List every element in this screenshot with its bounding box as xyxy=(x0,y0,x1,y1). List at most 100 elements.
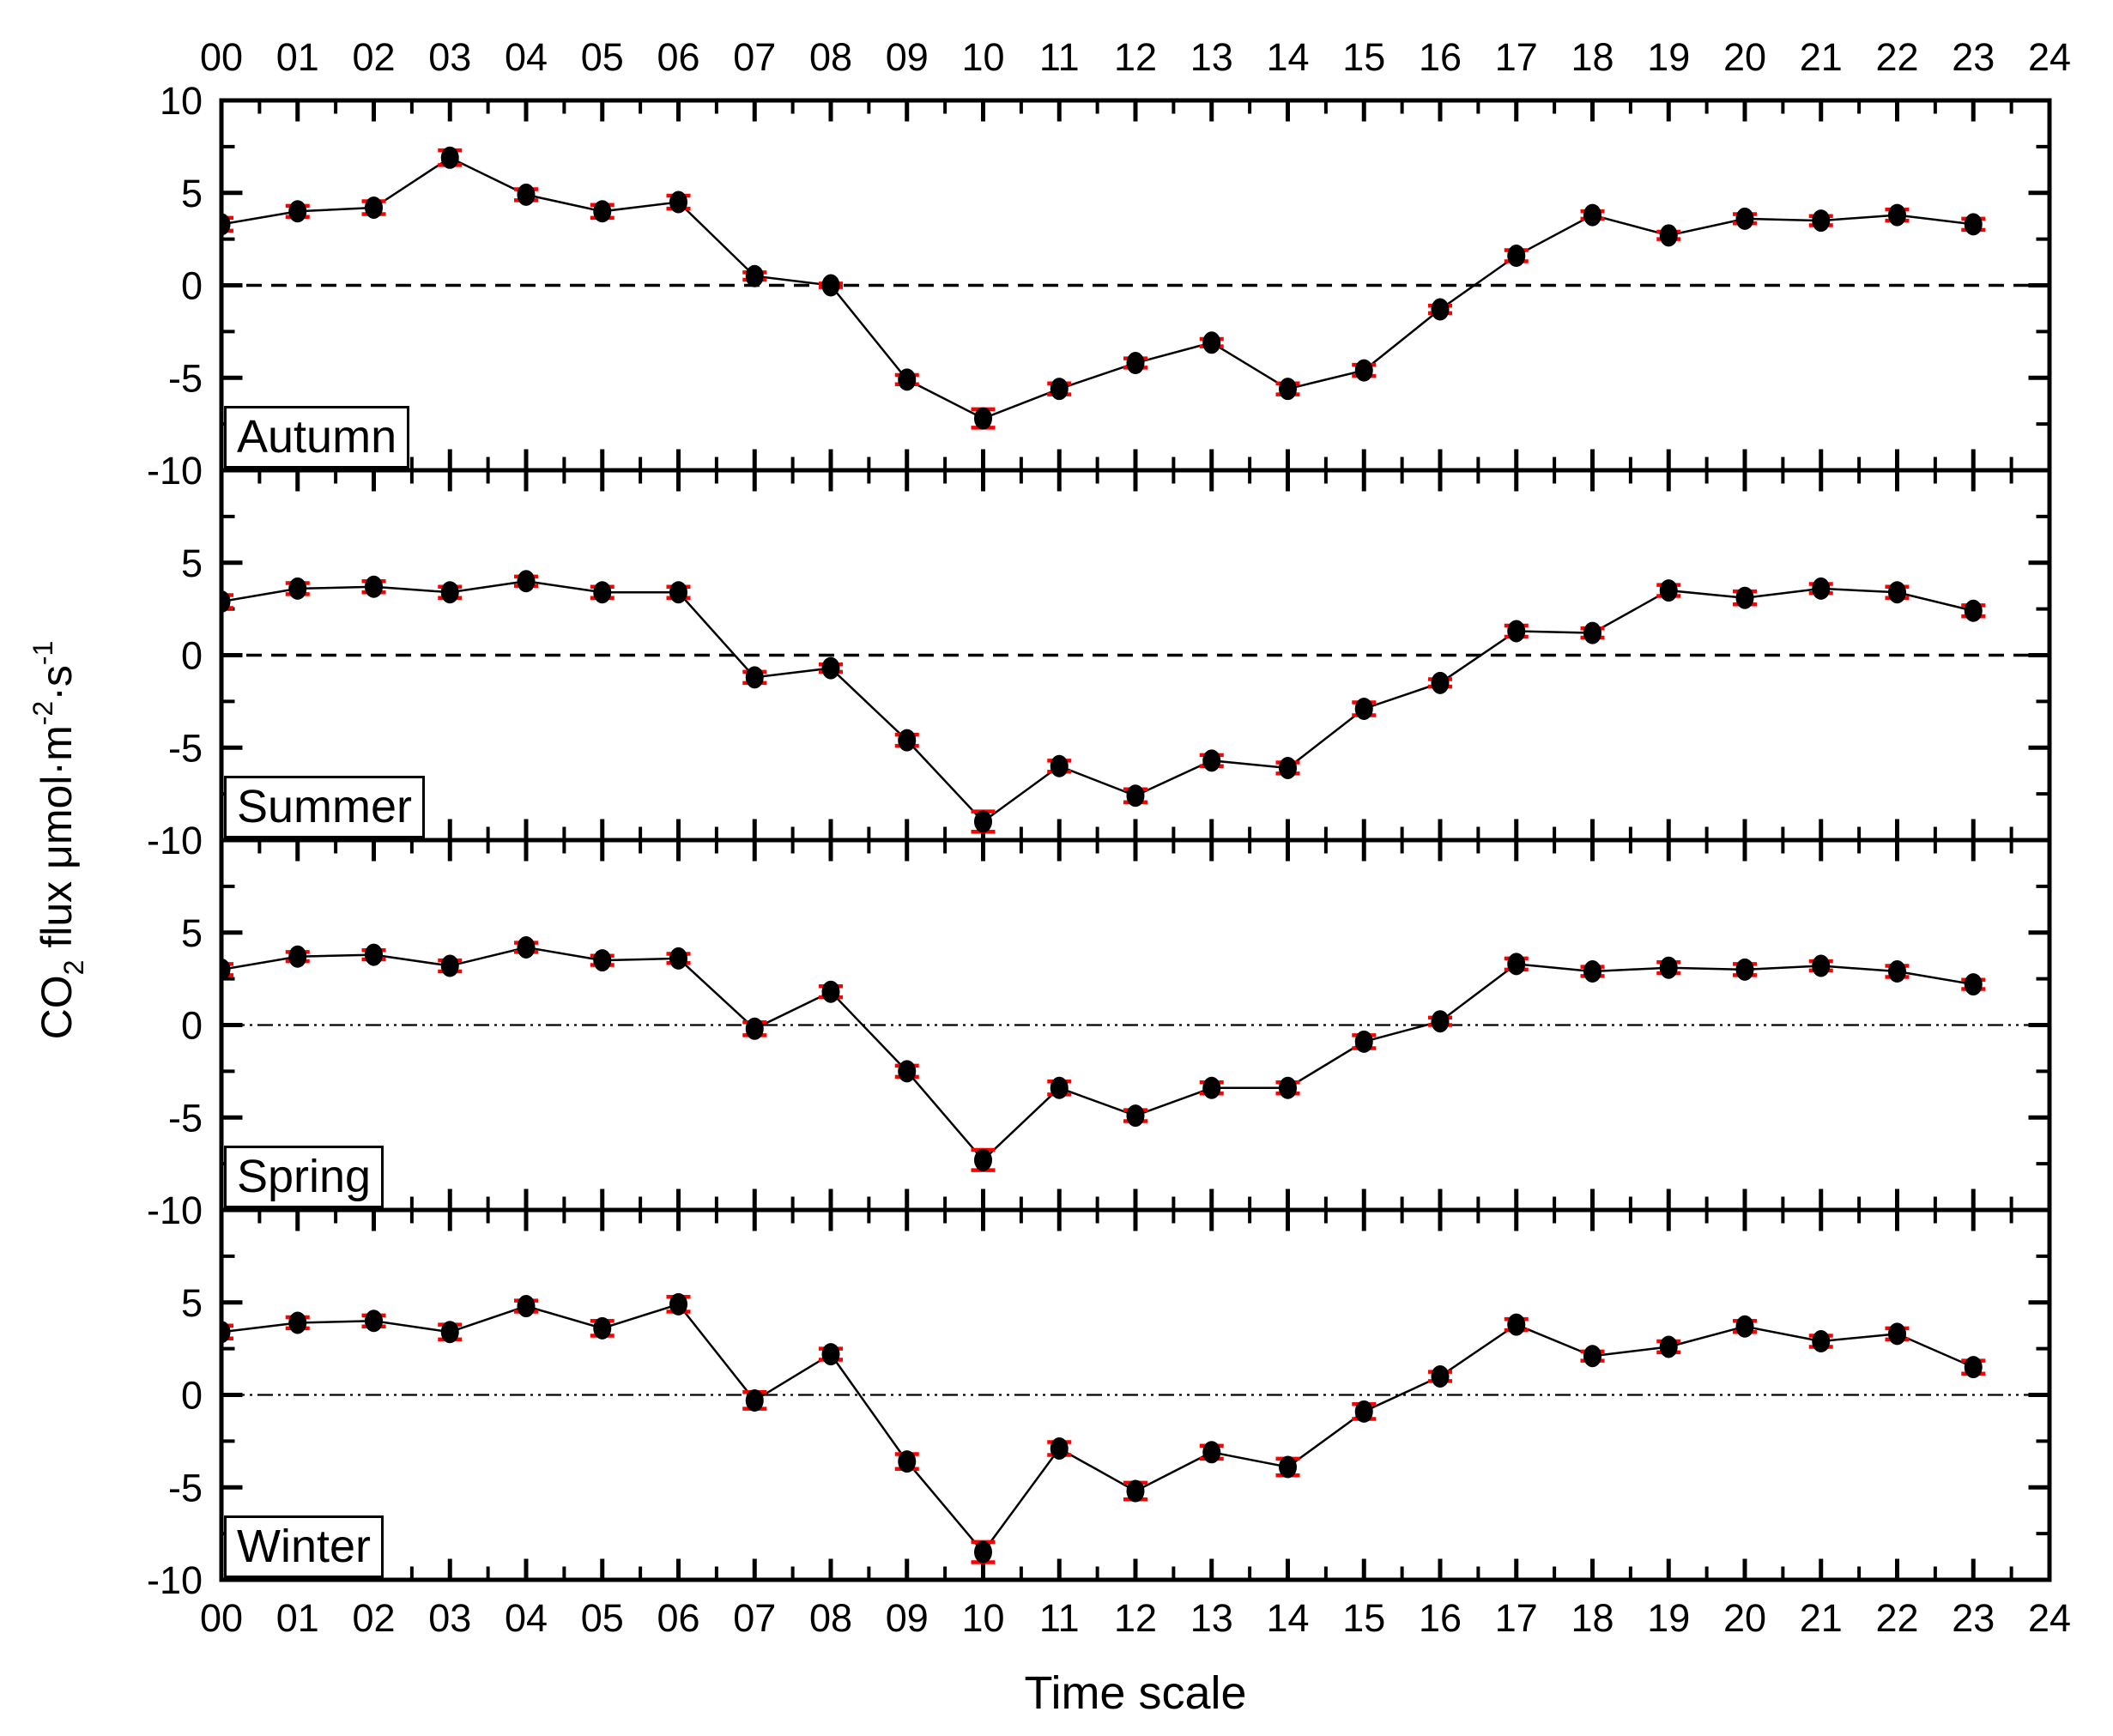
y-tick-label: 0 xyxy=(181,1004,203,1048)
y-axis-title-part: CO xyxy=(33,975,81,1040)
series-line xyxy=(221,1303,1974,1554)
panel-summer xyxy=(219,468,2052,843)
data-point xyxy=(745,1388,764,1412)
y-tick-label: 0 xyxy=(181,1374,203,1418)
data-point xyxy=(221,958,231,981)
x-tick-label-bottom: 16 xyxy=(1419,1596,1462,1640)
data-point xyxy=(1202,749,1221,772)
data-point xyxy=(288,577,307,600)
data-point xyxy=(1888,960,1906,983)
y-tick-label: 5 xyxy=(181,172,203,215)
panel-label-winter: Winter xyxy=(224,1515,384,1578)
x-tick-label-bottom: 12 xyxy=(1114,1596,1157,1640)
panel-label-summer: Summer xyxy=(224,776,426,838)
data-point xyxy=(1354,1400,1373,1423)
panel-label-winter-text: Winter xyxy=(237,1521,372,1572)
panel-winter xyxy=(219,1207,2052,1582)
y-axis-title-part: -2 xyxy=(27,700,58,726)
series-line xyxy=(221,156,1974,420)
x-tick-label-top: 05 xyxy=(581,35,624,79)
y-tick-label: 0 xyxy=(181,264,203,308)
x-axis-title: Time scale xyxy=(878,1666,1393,1720)
data-point xyxy=(821,274,840,297)
data-point xyxy=(440,1321,459,1344)
data-point xyxy=(221,590,231,614)
data-point xyxy=(1735,586,1754,609)
data-point xyxy=(288,945,307,968)
data-point xyxy=(1888,581,1906,604)
data-point xyxy=(669,1292,687,1316)
data-point xyxy=(365,943,383,966)
x-tick-label-bottom: 21 xyxy=(1800,1596,1843,1640)
panel-label-autumn: Autumn xyxy=(224,406,410,469)
data-point xyxy=(1126,1104,1145,1128)
data-point xyxy=(1507,1313,1526,1336)
data-point xyxy=(1735,1315,1754,1338)
panel-spring xyxy=(219,838,2052,1213)
x-tick-label-bottom: 18 xyxy=(1571,1596,1614,1640)
data-point xyxy=(365,1310,383,1333)
y-tick-label: 5 xyxy=(181,911,203,955)
data-point xyxy=(1050,1437,1069,1460)
y-tick-label: -5 xyxy=(168,1096,203,1140)
x-tick-label-top: 23 xyxy=(1952,35,1995,79)
x-tick-label-top: 01 xyxy=(276,35,319,79)
x-tick-label-bottom: 19 xyxy=(1647,1596,1690,1640)
data-point xyxy=(1583,1345,1601,1368)
data-point xyxy=(1964,973,1983,996)
y-axis-title: CO2 flux μmol·m-2·s-1 xyxy=(15,325,89,1355)
series-line xyxy=(221,946,1974,1162)
y-tick-label: -5 xyxy=(168,726,203,770)
data-point xyxy=(1659,224,1678,247)
x-tick-label-top: 12 xyxy=(1114,35,1157,79)
x-tick-label-top: 14 xyxy=(1266,35,1309,79)
panel-data-summer xyxy=(221,570,1986,834)
data-point xyxy=(1812,954,1831,977)
data-point xyxy=(898,368,917,391)
data-point xyxy=(1279,1076,1297,1099)
data-point xyxy=(1279,756,1297,779)
x-tick-label-top: 21 xyxy=(1800,35,1843,79)
x-axis-title-text: Time scale xyxy=(1024,1667,1247,1719)
data-point xyxy=(1812,1330,1831,1353)
data-point xyxy=(1050,378,1069,401)
data-point xyxy=(1888,1322,1906,1346)
data-point xyxy=(1583,203,1601,227)
x-tick-label-bottom: 02 xyxy=(352,1596,395,1640)
data-point xyxy=(745,264,764,287)
data-point xyxy=(440,954,459,977)
data-point xyxy=(1202,1441,1221,1464)
x-tick-label-bottom: 01 xyxy=(276,1596,319,1640)
data-point xyxy=(669,581,687,604)
panel-label-spring-text: Spring xyxy=(237,1151,372,1202)
panel-autumn xyxy=(219,98,2052,473)
x-tick-label-bottom: 22 xyxy=(1875,1596,1918,1640)
x-tick-label-bottom: 23 xyxy=(1952,1596,1995,1640)
data-point xyxy=(1812,209,1831,233)
x-tick-label-bottom: 14 xyxy=(1266,1596,1309,1640)
data-point xyxy=(593,581,612,604)
x-tick-label-top: 15 xyxy=(1342,35,1385,79)
data-point xyxy=(821,656,840,680)
data-point xyxy=(440,146,459,169)
y-axis-title-part: -1 xyxy=(27,640,58,666)
data-point xyxy=(1431,1364,1450,1388)
data-point xyxy=(745,666,764,689)
data-point xyxy=(898,1060,917,1083)
x-tick-label-top: 13 xyxy=(1190,35,1233,79)
data-point xyxy=(593,949,612,972)
data-point xyxy=(1507,245,1526,268)
x-tick-label-bottom: 00 xyxy=(200,1596,243,1640)
data-point xyxy=(288,200,307,223)
y-axis-title-part: 2 xyxy=(58,959,89,976)
x-tick-label-bottom: 03 xyxy=(428,1596,471,1640)
data-point xyxy=(1279,378,1297,401)
x-tick-label-top: 03 xyxy=(428,35,471,79)
data-point xyxy=(1812,577,1831,600)
y-tick-label: 10 xyxy=(160,79,203,123)
data-point xyxy=(517,935,536,959)
panel-label-autumn-text: Autumn xyxy=(237,411,397,463)
x-tick-label-bottom: 05 xyxy=(581,1596,624,1640)
x-tick-label-top: 22 xyxy=(1875,35,1918,79)
